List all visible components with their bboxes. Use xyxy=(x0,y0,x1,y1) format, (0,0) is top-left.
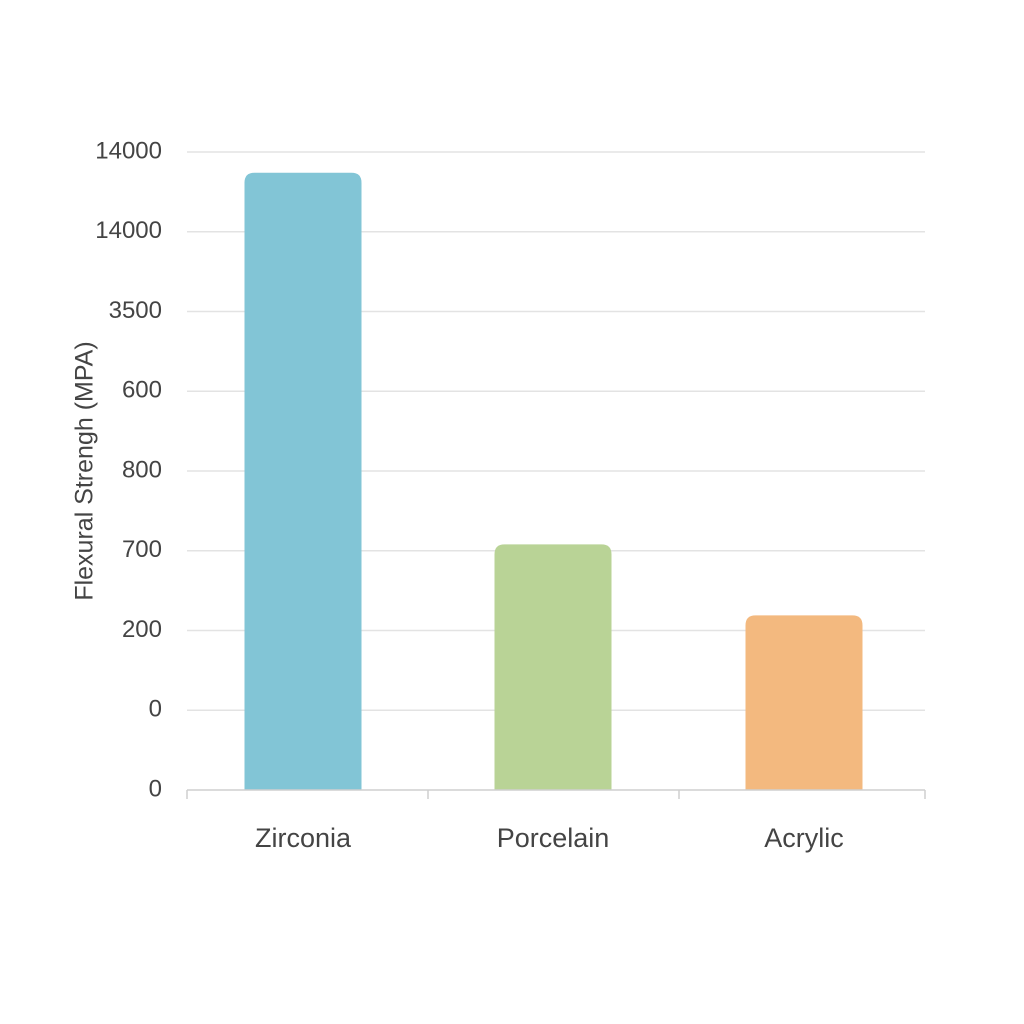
y-tick-label: 0 xyxy=(149,696,162,723)
y-tick-label: 200 xyxy=(122,616,162,643)
y-tick-label: 14000 xyxy=(95,217,162,244)
y-axis-title: Flexural Strengh (MPA) xyxy=(71,341,99,600)
x-tick-label: Porcelain xyxy=(497,823,610,853)
y-tick-label: 700 xyxy=(122,536,162,563)
y-tick-label: 600 xyxy=(122,377,162,404)
x-tick-label: Acrylic xyxy=(764,823,844,853)
y-tick-label: 800 xyxy=(122,456,162,483)
x-tick-label: Zirconia xyxy=(255,823,352,853)
bar xyxy=(244,172,362,791)
bar xyxy=(745,615,863,790)
y-tick-label: 0 xyxy=(149,775,162,802)
bar xyxy=(494,544,612,790)
y-tick-label: 14000 xyxy=(95,137,162,164)
y-tick-label: 3500 xyxy=(109,297,162,324)
